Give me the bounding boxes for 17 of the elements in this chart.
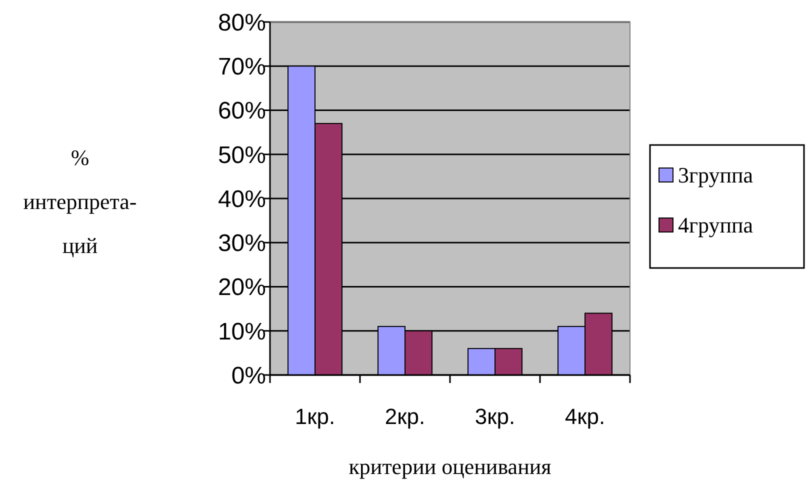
y-tick-label: 20%	[218, 274, 266, 302]
y-tick-label: 70%	[218, 54, 266, 81]
x-axis-title: критерии оценивания	[348, 454, 552, 479]
y-tick-label: 60%	[218, 98, 266, 125]
y-tick-label: 50%	[218, 142, 266, 169]
y-tick-label: 30%	[218, 230, 266, 258]
x-tick-label: 1кр.	[294, 404, 336, 429]
y-tick-label: 10%	[218, 318, 266, 346]
legend-label: 3группа	[678, 162, 754, 188]
y-axis-title: % интерпрета- ций	[23, 145, 137, 258]
x-tick-label: 3кр.	[474, 404, 516, 429]
x-tick-label: 2кр.	[384, 404, 426, 429]
y-tick-label: 40%	[218, 186, 266, 213]
y-tick-label: 0%	[231, 362, 266, 390]
y-tick-label: 80%	[218, 9, 266, 36]
legend-label: 4группа	[678, 212, 754, 238]
x-tick-label: 4кр.	[564, 404, 606, 429]
